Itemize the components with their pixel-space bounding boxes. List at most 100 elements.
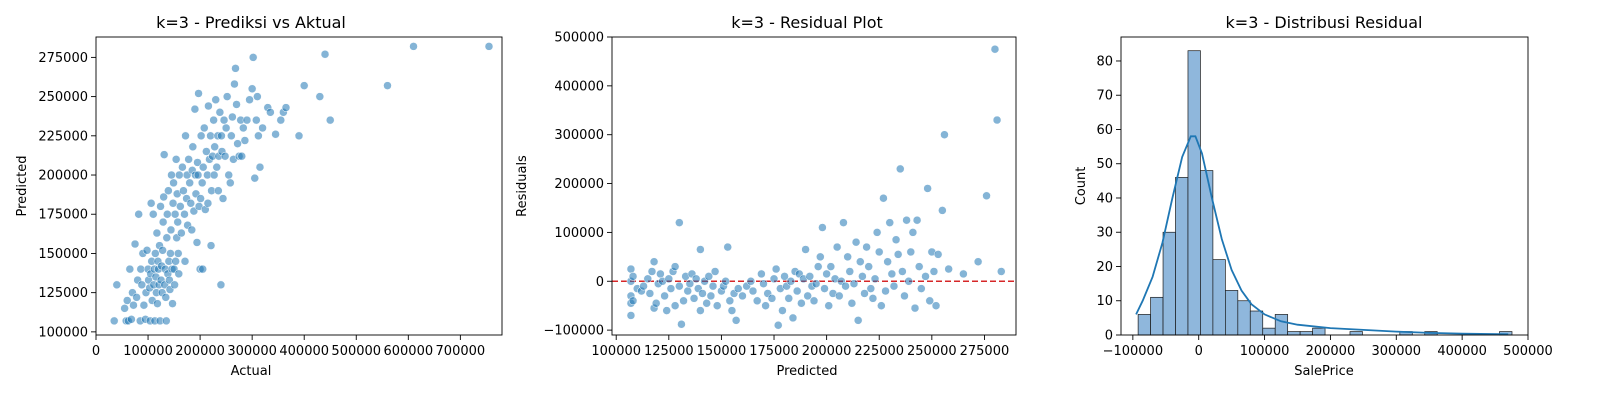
data-point bbox=[203, 199, 213, 208]
y-axis-label: Residuals bbox=[515, 155, 530, 217]
data-point bbox=[227, 131, 236, 141]
data-point bbox=[723, 242, 732, 252]
x-tick-label: 250000 bbox=[907, 344, 957, 359]
data-point bbox=[149, 209, 158, 219]
plot-frame bbox=[95, 36, 503, 336]
data-point bbox=[820, 284, 829, 293]
data-point bbox=[248, 53, 258, 62]
histogram-bar bbox=[1237, 300, 1251, 336]
data-point bbox=[176, 202, 185, 211]
data-point bbox=[276, 115, 286, 125]
data-point bbox=[214, 186, 223, 195]
data-point bbox=[685, 279, 695, 288]
data-point bbox=[887, 269, 897, 279]
data-point bbox=[645, 289, 655, 298]
data-point bbox=[973, 257, 983, 266]
data-point bbox=[132, 293, 141, 302]
data-point bbox=[166, 225, 176, 235]
data-point bbox=[912, 215, 922, 225]
data-point bbox=[780, 272, 789, 281]
data-point bbox=[721, 277, 730, 286]
histogram-bar bbox=[1175, 177, 1189, 336]
data-point bbox=[835, 291, 844, 301]
data-point bbox=[727, 306, 737, 315]
data-point bbox=[925, 296, 934, 306]
histogram-bar bbox=[1225, 290, 1239, 336]
data-point bbox=[824, 301, 833, 310]
data-point bbox=[933, 250, 943, 259]
data-point bbox=[896, 164, 905, 174]
data-point bbox=[185, 178, 194, 188]
data-point bbox=[651, 298, 661, 308]
data-point bbox=[908, 228, 918, 237]
data-point bbox=[122, 296, 132, 305]
data-point bbox=[179, 186, 188, 195]
x-tick-label: 125000 bbox=[644, 344, 694, 359]
data-point bbox=[158, 217, 168, 227]
data-point bbox=[177, 228, 186, 238]
data-point bbox=[136, 264, 146, 274]
data-point bbox=[734, 284, 743, 293]
panel-residual-plot: k=3 - Residual Plot Predicted Residuals … bbox=[515, 13, 1017, 379]
data-point bbox=[218, 194, 228, 203]
data-point bbox=[832, 242, 842, 252]
y-tick-label: 10 bbox=[1096, 294, 1113, 309]
x-tick-label: 200000 bbox=[175, 344, 225, 359]
x-tick-label: 400000 bbox=[1437, 344, 1487, 359]
data-point bbox=[845, 267, 855, 276]
data-point bbox=[902, 215, 911, 225]
data-point bbox=[921, 272, 930, 281]
data-point bbox=[691, 274, 701, 284]
data-point bbox=[914, 262, 924, 271]
data-point bbox=[738, 291, 747, 301]
data-point bbox=[679, 296, 688, 306]
data-point bbox=[250, 173, 260, 183]
data-point bbox=[162, 233, 172, 243]
data-point bbox=[320, 50, 330, 59]
data-point bbox=[161, 293, 170, 302]
data-point bbox=[698, 289, 707, 298]
data-point bbox=[626, 311, 636, 320]
data-point bbox=[142, 246, 152, 255]
x-tick-label: 500000 bbox=[331, 344, 381, 359]
x-tick-label: −100000 bbox=[1103, 344, 1164, 359]
data-point bbox=[853, 316, 863, 325]
y-tick-label: 200000 bbox=[38, 169, 88, 184]
histogram-bar bbox=[1137, 314, 1151, 336]
data-point bbox=[294, 131, 304, 141]
data-point bbox=[281, 103, 291, 112]
data-point bbox=[232, 100, 241, 109]
y-tick-label: 80 bbox=[1096, 54, 1113, 69]
data-point bbox=[864, 262, 873, 271]
data-point bbox=[841, 281, 850, 291]
histogram-bar bbox=[1212, 259, 1226, 336]
data-point bbox=[245, 95, 254, 104]
y-tick-label: 275000 bbox=[38, 51, 88, 66]
data-point bbox=[877, 301, 886, 310]
data-point bbox=[173, 249, 183, 258]
data-point bbox=[628, 272, 638, 281]
data-point bbox=[180, 257, 190, 266]
data-point bbox=[849, 279, 859, 288]
data-point bbox=[125, 264, 135, 274]
histogram-bar bbox=[1349, 331, 1363, 336]
data-point bbox=[910, 303, 920, 313]
data-point bbox=[134, 209, 143, 219]
data-point bbox=[222, 92, 232, 101]
y-axis-label: Count bbox=[1074, 167, 1089, 206]
data-point bbox=[198, 162, 208, 172]
data-point bbox=[206, 131, 215, 141]
data-point bbox=[224, 170, 233, 180]
data-point bbox=[240, 136, 250, 145]
data-point bbox=[689, 294, 699, 303]
data-point bbox=[906, 247, 916, 257]
data-point bbox=[872, 228, 882, 237]
data-point bbox=[171, 155, 181, 164]
data-point bbox=[940, 130, 949, 139]
data-point bbox=[662, 306, 671, 315]
y-tick-label: 500000 bbox=[554, 31, 604, 46]
x-axis-label: SalePrice bbox=[1294, 364, 1354, 379]
data-point bbox=[944, 264, 953, 274]
data-point bbox=[818, 223, 827, 232]
